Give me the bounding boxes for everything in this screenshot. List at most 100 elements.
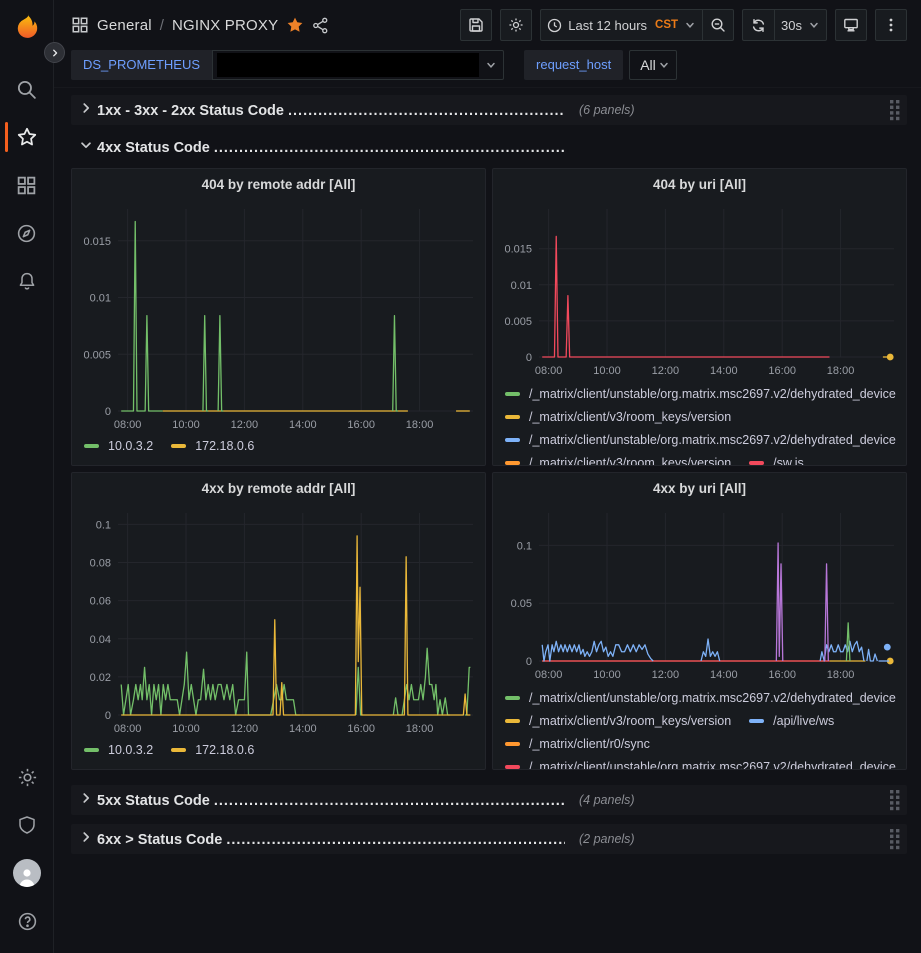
legend-item[interactable]: /_matrix/client/r0/sync <box>505 737 650 751</box>
svg-text:0.005: 0.005 <box>83 349 111 361</box>
legend-item[interactable]: 172.18.0.6 <box>171 743 254 757</box>
legend-item[interactable]: 10.0.3.2 <box>84 743 153 757</box>
legend-label: /_matrix/client/v3/room_keys/version <box>529 410 731 424</box>
drag-handle-icon[interactable] <box>889 789 901 811</box>
legend-label: /_matrix/client/unstable/org.matrix.msc2… <box>529 691 896 705</box>
refresh-interval-picker[interactable]: 30s <box>774 9 827 41</box>
legend-row: /_matrix/client/unstable/org.matrix.msc2… <box>505 433 906 447</box>
legend-row: /_matrix/client/unstable/org.matrix.msc2… <box>505 760 906 769</box>
sidebar-item-alerting[interactable] <box>0 257 53 305</box>
chevron-down-icon <box>684 19 696 31</box>
legend-label: 172.18.0.6 <box>195 743 254 757</box>
chevron-down-icon <box>658 59 670 71</box>
legend-item[interactable]: 10.0.3.2 <box>84 439 153 453</box>
svg-text:0.08: 0.08 <box>90 558 111 570</box>
row-1xx-3xx-2xx[interactable]: 1xx - 3xx - 2xx Status Code ............… <box>71 95 907 125</box>
chart-svg: 00.0050.010.01508:0010:0012:0014:0016:00… <box>493 199 906 381</box>
variable-ds-dropdown[interactable] <box>212 50 504 80</box>
panel-4xx-by-uri: 4xx by uri [All] 00.050.108:0010:0012:00… <box>492 472 907 770</box>
legend-label: /_matrix/client/unstable/org.matrix.msc2… <box>529 760 896 769</box>
monitor-icon <box>843 17 859 33</box>
more-options-button[interactable] <box>875 9 907 41</box>
panel-title[interactable]: 404 by uri [All] <box>493 169 906 199</box>
sidebar-item-explore[interactable] <box>0 209 53 257</box>
time-range-picker[interactable]: Last 12 hours CST <box>540 9 702 41</box>
angle-down-icon <box>79 138 93 152</box>
svg-text:14:00: 14:00 <box>710 365 738 377</box>
legend-item[interactable]: /sw.js <box>749 456 804 465</box>
legend-item[interactable]: /_matrix/client/unstable/org.matrix.msc2… <box>505 433 896 447</box>
star-icon[interactable] <box>286 16 304 34</box>
variable-ds-value-redacted <box>217 53 479 77</box>
row-panel-count: (6 panels) <box>579 103 635 117</box>
drag-handle-icon[interactable] <box>889 99 901 121</box>
star-icon <box>16 126 38 148</box>
refresh-controls: 30s <box>742 9 827 41</box>
share-icon[interactable] <box>312 17 329 34</box>
refresh-button[interactable] <box>742 9 774 41</box>
legend-item[interactable]: /_matrix/client/v3/room_keys/version <box>505 714 731 728</box>
save-dashboard-button[interactable] <box>460 9 492 41</box>
kebab-icon <box>884 17 898 33</box>
legend-item[interactable]: /_matrix/client/unstable/org.matrix.msc2… <box>505 691 896 705</box>
timeseries-chart: 00.0050.010.01508:0010:0012:0014:0016:00… <box>493 199 906 381</box>
panel-title[interactable]: 4xx by remote addr [All] <box>72 473 485 503</box>
sidebar-item-profile[interactable] <box>0 849 54 897</box>
page-title[interactable]: NGINX PROXY <box>172 17 278 34</box>
row-title: 1xx - 3xx - 2xx Status Code <box>97 103 284 119</box>
tv-mode-button[interactable] <box>835 9 867 41</box>
drag-handle-icon[interactable] <box>889 828 901 850</box>
sidebar-item-configuration[interactable] <box>0 753 54 801</box>
svg-text:10:00: 10:00 <box>172 419 200 431</box>
grafana-logo[interactable] <box>12 11 42 41</box>
sidebar-nav <box>0 65 53 305</box>
legend-swatch <box>505 438 520 442</box>
variable-host-dropdown[interactable]: All <box>629 50 677 80</box>
svg-text:08:00: 08:00 <box>535 669 563 681</box>
sidebar-item-search[interactable] <box>0 65 53 113</box>
angle-right-icon <box>50 48 60 58</box>
legend-item[interactable]: /_matrix/client/unstable/org.matrix.msc2… <box>505 760 896 769</box>
breadcrumb-separator: / <box>160 17 164 34</box>
toolbar-actions: Last 12 hours CST 30s <box>460 9 907 41</box>
legend-swatch <box>505 461 520 465</box>
svg-text:18:00: 18:00 <box>406 723 434 735</box>
sidebar-item-starred[interactable] <box>0 113 53 161</box>
row-5xx[interactable]: 5xx Status Code ........................… <box>71 785 907 815</box>
variable-host-value: All <box>640 57 656 73</box>
legend-swatch <box>505 415 520 419</box>
legend-row: /_matrix/client/v3/room_keys/version/sw.… <box>505 456 906 465</box>
svg-text:16:00: 16:00 <box>768 365 796 377</box>
zoom-out-button[interactable] <box>702 9 734 41</box>
dashboard-settings-button[interactable] <box>500 9 532 41</box>
row-title: 4xx Status Code <box>97 140 210 156</box>
svg-text:08:00: 08:00 <box>535 365 563 377</box>
legend-item[interactable]: /_matrix/client/v3/room_keys/version <box>505 410 731 424</box>
legend-item[interactable]: 172.18.0.6 <box>171 439 254 453</box>
panel-4xx-by-remote-addr: 4xx by remote addr [All] 00.020.040.060.… <box>71 472 486 770</box>
legend-item[interactable]: /_matrix/client/v3/room_keys/version <box>505 456 731 465</box>
svg-text:0.1: 0.1 <box>96 519 111 531</box>
refresh-icon <box>751 18 766 33</box>
refresh-interval-label: 30s <box>781 18 802 33</box>
dashboard-body: 1xx - 3xx - 2xx Status Code ............… <box>54 88 921 854</box>
svg-text:0.015: 0.015 <box>504 244 532 256</box>
svg-text:10:00: 10:00 <box>593 365 621 377</box>
sidebar-expand-button[interactable] <box>44 42 65 63</box>
legend-label: 10.0.3.2 <box>108 743 153 757</box>
svg-text:0.04: 0.04 <box>90 634 111 646</box>
breadcrumb-section[interactable]: General <box>97 17 152 34</box>
row-dots: ........................................… <box>214 793 565 809</box>
legend-item[interactable]: /api/live/ws <box>749 714 834 728</box>
legend-item[interactable]: /_matrix/client/unstable/org.matrix.msc2… <box>505 387 896 401</box>
panel-title[interactable]: 4xx by uri [All] <box>493 473 906 503</box>
sidebar-item-help[interactable] <box>0 897 54 945</box>
panel-legend: /_matrix/client/unstable/org.matrix.msc2… <box>493 381 906 465</box>
sidebar-item-server-admin[interactable] <box>0 801 54 849</box>
row-4xx[interactable]: 4xx Status Code ........................… <box>71 134 907 160</box>
sidebar-item-dashboards[interactable] <box>0 161 53 209</box>
row-6xx[interactable]: 6xx > Status Code ......................… <box>71 824 907 854</box>
panel-title[interactable]: 404 by remote addr [All] <box>72 169 485 199</box>
svg-text:12:00: 12:00 <box>652 669 680 681</box>
save-icon <box>468 17 484 33</box>
